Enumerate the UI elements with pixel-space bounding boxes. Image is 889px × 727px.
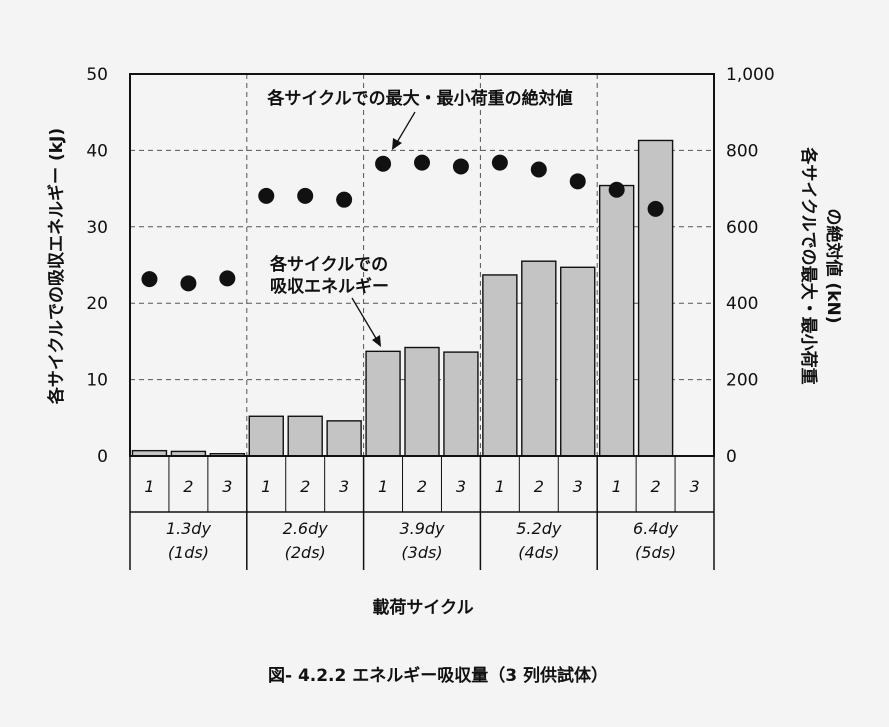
load-marker: [219, 270, 236, 287]
group-label-line2: (5ds): [635, 543, 676, 562]
cycle-label: 1: [378, 477, 388, 496]
marker-annotation-arrow: [395, 111, 416, 145]
right-tick-label: 800: [726, 141, 758, 161]
tick-labels: 0 10 20 30 40 50 0 200 400 600 800 1,000 1 2 3 1 2 3 1 2 3 1 2…: [86, 65, 774, 562]
cycle-label: 3: [456, 477, 466, 496]
load-marker: [336, 191, 353, 208]
load-marker: [141, 271, 158, 288]
load-marker: [180, 275, 197, 292]
energy-bar: [248, 415, 284, 457]
cycle-label: 1: [261, 477, 271, 496]
group-label-line1: 5.2dy: [516, 519, 562, 538]
cycle-label: 2: [300, 477, 310, 496]
cycle-label: 3: [222, 477, 232, 496]
group-label-line1: 1.3dy: [166, 519, 212, 538]
left-tick-label: 50: [86, 65, 108, 85]
marker-annotation: 各サイクルでの最大・最小荷重の絶対値: [266, 88, 572, 109]
marker-series: [141, 154, 664, 292]
load-marker: [569, 173, 586, 190]
chart-frame: [129, 73, 715, 570]
load-marker: [647, 200, 664, 217]
energy-bar: [637, 139, 674, 457]
plot-border: [129, 73, 715, 457]
right-tick-label: 1,000: [726, 65, 775, 85]
load-marker: [608, 181, 625, 198]
energy-bar: [365, 350, 401, 457]
load-marker: [297, 187, 314, 204]
group-label-line2: (3ds): [401, 543, 442, 562]
cycle-label: 3: [573, 477, 583, 496]
cycle-label: 2: [183, 477, 193, 496]
x-axis-title: 載荷サイクル: [372, 597, 473, 618]
load-marker: [258, 187, 275, 204]
right-tick-label: 400: [726, 294, 758, 314]
right-axis-title-line1: 各サイクルでの最大・最小荷重: [798, 146, 819, 384]
right-tick-label: 200: [726, 371, 758, 391]
marker-annotation-arrowhead: [392, 138, 402, 150]
group-label-line2: (2ds): [285, 543, 326, 562]
load-marker: [414, 154, 430, 171]
cycle-label: 3: [339, 477, 349, 496]
load-marker: [491, 154, 508, 171]
bar-annotation-line2: 吸収エネルギー: [270, 277, 389, 297]
group-label-line1: 2.6dy: [283, 519, 329, 538]
energy-bar: [443, 351, 479, 457]
load-marker: [452, 158, 469, 175]
bar-series: [131, 139, 674, 457]
bar-annotation-arrowhead: [372, 335, 381, 347]
group-label-line1: 3.9dy: [399, 519, 445, 538]
right-tick-label: 0: [726, 447, 737, 467]
energy-bar: [482, 274, 518, 457]
energy-bar: [326, 420, 362, 457]
group-label-line2: (4ds): [518, 543, 559, 562]
left-tick-label: 20: [86, 294, 108, 314]
cycle-label: 2: [534, 477, 544, 496]
cycle-label: 3: [689, 477, 699, 496]
energy-bar: [404, 346, 440, 457]
bar-annotation-line1: 各サイクルでの: [269, 254, 388, 275]
energy-bar: [598, 184, 635, 457]
cycle-label: 1: [612, 477, 622, 496]
left-tick-label: 30: [86, 218, 108, 238]
energy-bar: [521, 260, 557, 457]
cycle-label: 1: [144, 477, 154, 496]
load-marker: [530, 161, 547, 178]
bar-annotation-arrow: [351, 297, 378, 341]
left-tick-label: 40: [86, 141, 108, 161]
cycle-label: 2: [417, 477, 427, 496]
group-label-line2: (1ds): [168, 543, 209, 562]
energy-bar: [287, 415, 323, 457]
left-tick-label: 0: [97, 447, 108, 467]
right-tick-label: 600: [726, 218, 758, 238]
cycle-label: 1: [495, 477, 505, 496]
cycle-label: 2: [651, 477, 661, 496]
left-axis-title: 各サイクルでの吸収エネルギー (kJ): [46, 128, 67, 405]
group-label-line1: 6.4dy: [633, 519, 679, 538]
left-tick-label: 10: [86, 371, 108, 391]
energy-bar: [560, 266, 596, 457]
load-marker: [375, 155, 392, 172]
right-axis-title-line2: の絶対値 (kN): [823, 209, 844, 324]
figure-caption: 図- 4.2.2 エネルギー吸収量（3 列供試体）: [268, 665, 608, 686]
